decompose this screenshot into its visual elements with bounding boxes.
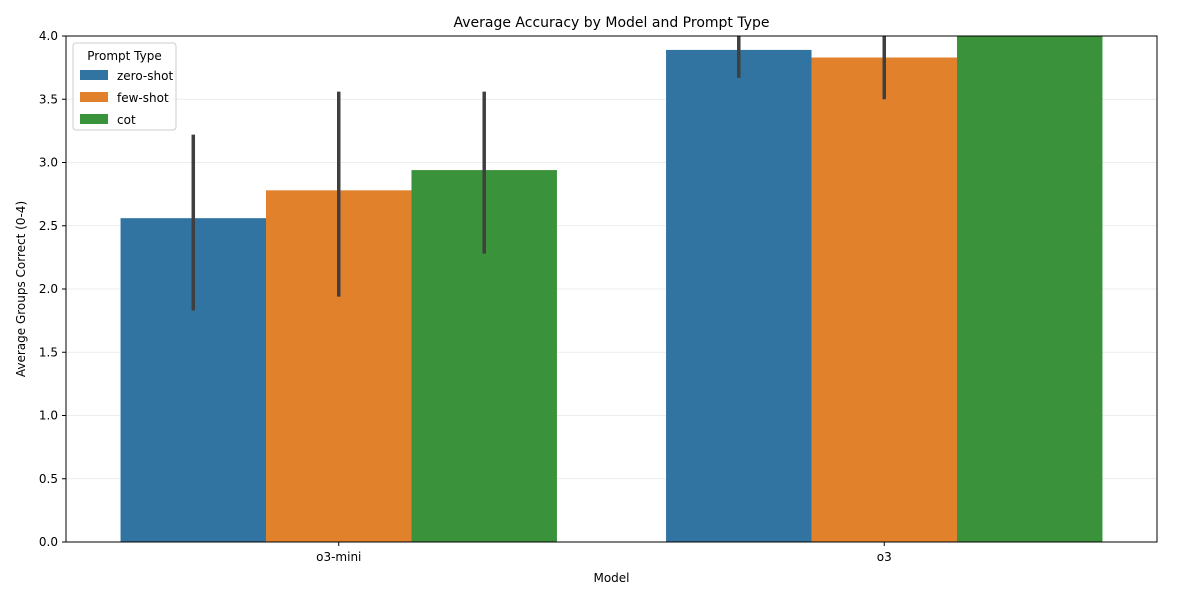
y-tick-label: 4.0 [39,29,58,43]
legend-box [72,42,177,131]
y-axis-ticks: 0.0 0.5 1.0 1.5 2.0 2.5 3.0 3.5 4.0 [39,29,66,549]
error-bars [191,36,886,311]
x-axis-label: Model [593,571,629,585]
legend-items: zero-shot few-shot cot [80,69,173,127]
legend-label-few-shot: few-shot [117,91,169,105]
x-tick-label: o3-mini [316,550,361,564]
y-tick-label: 3.5 [39,92,58,106]
legend-swatch-zero-shot [80,70,108,80]
plot-area [120,36,1103,542]
bar-zero-shot-o3 [666,49,812,542]
bars [120,36,1103,542]
bar-few-shot-o3 [811,57,957,542]
y-tick-label: 1.0 [39,409,58,423]
legend-label-cot: cot [117,113,136,127]
y-tick-label: 2.0 [39,282,58,296]
x-axis-ticks: o3-mini o3 [316,542,892,564]
y-tick-label: 0.5 [39,472,58,486]
legend-swatch-cot [80,114,108,124]
legend: Prompt Type zero-shot few-shot cot [72,42,177,131]
legend-title: Prompt Type [87,49,161,63]
legend-label-zero-shot: zero-shot [117,69,173,83]
y-tick-label: 3.0 [39,156,58,170]
chart-title: Average Accuracy by Model and Prompt Typ… [453,15,769,31]
y-tick-label: 0.0 [39,535,58,549]
bar-cot-o3 [956,36,1103,542]
legend-swatch-few-shot [80,92,108,102]
x-tick-label: o3 [877,550,892,564]
y-axis-label: Average Groups Correct (0-4) [14,201,28,377]
y-tick-label: 2.5 [39,219,58,233]
y-tick-label: 1.5 [39,345,58,359]
